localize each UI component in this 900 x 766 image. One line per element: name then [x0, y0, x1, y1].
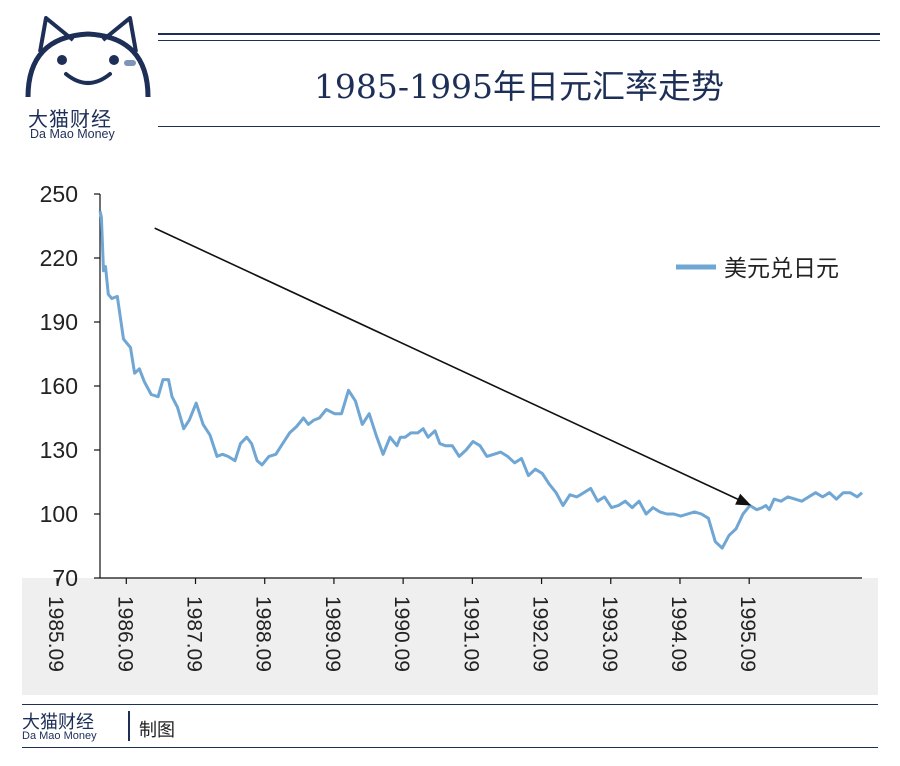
- x-axis-band: [22, 578, 878, 695]
- x-tick-label: 1985.09: [44, 596, 67, 672]
- y-tick-label: 250: [40, 181, 78, 207]
- trend-arrow-line: [154, 227, 745, 503]
- header-rule-top-thin: [158, 40, 880, 41]
- line-chart: 250 220 190 160 130 100 70 1985.09 1986.09 1987.0…: [22, 181, 878, 695]
- y-tick-label: 190: [40, 309, 78, 335]
- footer-separator: [128, 711, 130, 741]
- chart-title: 1985-1995年日元汇率走势: [313, 67, 725, 106]
- x-tick-label: 1990.09: [390, 596, 413, 672]
- footer-rule-top: [22, 704, 878, 705]
- series-line-usd-jpy: [98, 210, 863, 550]
- trend-arrow-head: [735, 493, 752, 506]
- header-rule-bottom: [158, 126, 880, 127]
- legend-label: 美元兑日元: [724, 256, 839, 282]
- footer-credit: 制图: [139, 720, 175, 741]
- footer-brand-en: Da Mao Money: [22, 730, 97, 742]
- brand-name-cn: 大猫财经: [28, 107, 112, 131]
- brand-name-en: Da Mao Money: [30, 127, 115, 141]
- y-tick-label: 70: [52, 565, 78, 591]
- header-rule-top: [158, 33, 880, 35]
- y-tick-label: 100: [40, 501, 78, 527]
- x-tick-label: 1991.09: [459, 596, 482, 672]
- x-tick-label: 1986.09: [113, 596, 136, 672]
- y-tick-label: 220: [40, 245, 78, 271]
- x-tick-label: 1995.09: [736, 596, 759, 672]
- footer-rule-bottom: [22, 747, 878, 748]
- x-tick-label: 1987.09: [183, 596, 206, 672]
- x-tick-label: 1989.09: [321, 596, 344, 672]
- brand-logo: [25, 16, 151, 98]
- x-tick-label: 1993.09: [598, 596, 621, 672]
- y-tick-label: 130: [40, 437, 78, 463]
- footer-brand-cn: 大猫财经: [22, 712, 94, 733]
- x-tick-label: 1992.09: [529, 596, 552, 672]
- y-tick-label: 160: [40, 373, 78, 399]
- x-tick-label: 1988.09: [252, 596, 275, 672]
- x-tick-label: 1994.09: [667, 596, 690, 672]
